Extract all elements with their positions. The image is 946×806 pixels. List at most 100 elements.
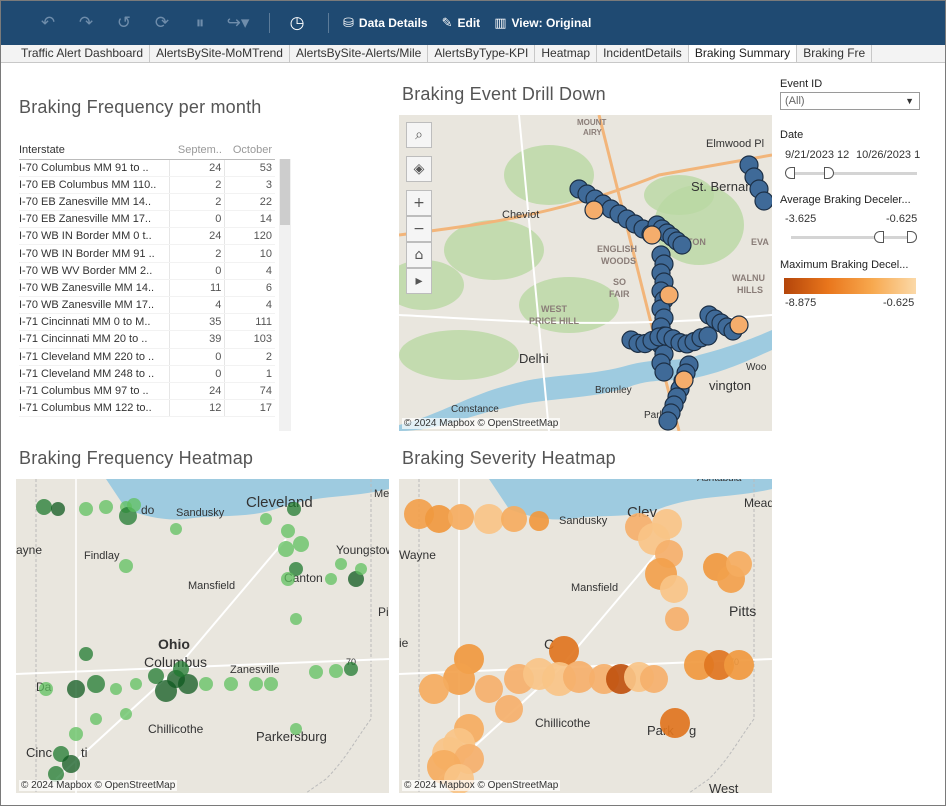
- frequency-heat-blob: [48, 766, 64, 782]
- freq-heatmap-canvas[interactable]: Me do Sandusky Cleveland Youngstow ayne Findla…: [16, 479, 389, 793]
- local-road: [518, 115, 550, 431]
- table-row[interactable]: I-70 EB Columbus MM 110.. 2 3: [19, 176, 275, 194]
- map-place-label: Ohio: [158, 636, 190, 652]
- tab-traffic-alert-dashboard[interactable]: Traffic Alert Dashboard: [1, 45, 151, 62]
- tab-alertsbytype-kpi[interactable]: AlertsByType-KPI: [428, 45, 536, 62]
- september-count-cell: 35: [168, 313, 225, 332]
- column-header-interstate[interactable]: Interstate: [19, 142, 169, 160]
- reset-map-button[interactable]: ⌂: [406, 242, 432, 268]
- undo-icon[interactable]: ↶: [40, 13, 56, 33]
- table-row[interactable]: I-70 WB IN Border MM 0 t.. 24 120: [19, 227, 275, 246]
- table-row[interactable]: I-71 Cincinnati MM 20 to .. 39 103: [19, 330, 275, 349]
- zoom-out-button[interactable]: −: [406, 216, 432, 242]
- state-border: [305, 479, 372, 793]
- refresh-data-icon[interactable]: ⟳: [154, 13, 170, 33]
- share-icon[interactable]: ↪▾: [226, 13, 250, 33]
- table-scroll-thumb[interactable]: [280, 159, 290, 225]
- sev-heatmap-canvas[interactable]: AshtabulaMeadSanduskyClevWayneMansfieldP…: [399, 479, 772, 793]
- date-slider-min-handle[interactable]: [785, 167, 795, 179]
- event-id-select[interactable]: (All) ▼: [780, 92, 920, 110]
- table-row[interactable]: I-71 Columbus MM 97 to .. 24 74: [19, 382, 275, 401]
- tab-braking-summary[interactable]: Braking Summary: [688, 45, 798, 62]
- september-count-cell: 2: [168, 244, 225, 263]
- map-place-label: WOODS: [601, 256, 636, 266]
- data-details-button[interactable]: ⛁ Data Details: [343, 15, 428, 31]
- braking-event-marker[interactable]: [659, 285, 679, 305]
- map-place-label: Cinc: [26, 745, 53, 760]
- map-attribution: © 2024 Mapbox © OpenStreetMap: [402, 418, 561, 429]
- braking-event-marker[interactable]: [754, 191, 772, 211]
- column-header-september[interactable]: Septem..: [169, 142, 225, 160]
- map-place-label: Cheviot: [502, 209, 539, 221]
- table-row[interactable]: I-71 Cleveland MM 220 to .. 0 2: [19, 348, 275, 366]
- toolbar-separator: [328, 13, 329, 33]
- edit-button[interactable]: ✎ Edit: [441, 15, 481, 31]
- table-row[interactable]: I-71 Columbus MM 122 to.. 12 17: [19, 399, 275, 418]
- october-count-cell: 3: [224, 176, 275, 194]
- date-slider-max-handle[interactable]: [824, 167, 834, 179]
- map-tools-button[interactable]: ▸: [406, 268, 432, 294]
- frequency-heat-blob: [290, 723, 302, 735]
- sev-heatmap-map[interactable]: AshtabulaMeadSanduskyClevWayneMansfieldP…: [399, 479, 772, 793]
- interstate-cell: I-70 WB IN Border MM 0 t..: [19, 227, 169, 246]
- table-row[interactable]: I-71 Cleveland MM 248 to .. 0 1: [19, 365, 275, 383]
- severity-heat-circle: [665, 607, 689, 631]
- avg-decel-label: Average Braking Deceler...: [780, 194, 911, 206]
- park-area: [644, 175, 714, 215]
- avg-decel-slider-min-handle[interactable]: [874, 231, 884, 243]
- tab-heatmap[interactable]: Heatmap: [535, 45, 598, 62]
- table-row[interactable]: I-70 EB Zanesville MM 17.. 0 14: [19, 210, 275, 229]
- table-row[interactable]: I-71 Cincinnati MM 0 to M.. 35 111: [19, 313, 275, 332]
- alerts-clock-icon[interactable]: ◷: [289, 13, 305, 33]
- drilldown-map[interactable]: MOUNT AIRY Elmwood Pl St. Bernard Cheviot ENG…: [399, 115, 772, 431]
- tab-incidentdetails[interactable]: IncidentDetails: [597, 45, 689, 62]
- map-place-label: St. Bernard: [691, 179, 757, 194]
- frequency-heat-blob: [348, 571, 364, 587]
- october-count-cell: 53: [224, 159, 275, 177]
- braking-event-marker[interactable]: [642, 225, 662, 245]
- pause-updates-icon[interactable]: ⏸: [195, 13, 205, 33]
- zoom-in-button[interactable]: +: [406, 190, 432, 216]
- severity-heat-circle: [495, 695, 523, 723]
- map-layers-button[interactable]: ◈: [406, 156, 432, 182]
- october-count-cell: 6: [224, 279, 275, 298]
- table-row[interactable]: I-70 WB WV Border MM 2.. 0 4: [19, 262, 275, 280]
- map-place-label: FAIR: [609, 289, 630, 299]
- table-row[interactable]: I-70 WB Zanesville MM 14.. 11 6: [19, 279, 275, 298]
- table-row[interactable]: I-70 WB Zanesville MM 17.. 4 4: [19, 296, 275, 315]
- braking-event-marker[interactable]: [729, 315, 749, 335]
- revert-icon[interactable]: ↺: [116, 13, 132, 33]
- braking-event-marker[interactable]: [584, 200, 604, 220]
- table-row[interactable]: I-70 WB IN Border MM 91 .. 2 10: [19, 244, 275, 263]
- freq-heatmap-map[interactable]: Me do Sandusky Cleveland Youngstow ayne Findla…: [16, 479, 389, 793]
- braking-event-marker[interactable]: [654, 362, 674, 382]
- frequency-heat-blob: [325, 573, 337, 585]
- frequency-heat-blob: [335, 558, 347, 570]
- map-search-button[interactable]: ⌕: [406, 122, 432, 148]
- map-place-label: C: [544, 636, 554, 652]
- braking-event-marker[interactable]: [698, 326, 718, 346]
- avg-decel-slider-track[interactable]: [791, 236, 917, 239]
- view-original-button[interactable]: ▥ View: Original: [494, 15, 592, 31]
- redo-icon[interactable]: ↷: [78, 13, 94, 33]
- avg-decel-slider-max-handle[interactable]: [907, 231, 917, 243]
- table-scrollbar[interactable]: [279, 159, 291, 431]
- tab-alertsbysite-alerts-mile[interactable]: AlertsBySite-Alerts/Mile: [290, 45, 429, 62]
- search-icon: ⌕: [415, 127, 423, 143]
- braking-event-marker[interactable]: [674, 370, 694, 390]
- state-border: [688, 479, 755, 793]
- tab-alertsbysite-momtrend[interactable]: AlertsBySite-MoMTrend: [150, 45, 290, 62]
- max-decel-color-legend: [784, 278, 916, 294]
- map-place-label: g: [689, 723, 696, 738]
- tab-braking-frequency[interactable]: Braking Fre: [797, 45, 873, 62]
- date-slider-track[interactable]: [789, 172, 917, 175]
- braking-event-marker[interactable]: [658, 411, 678, 431]
- table-row[interactable]: I-70 Columbus MM 91 to .. 24 53: [19, 159, 275, 177]
- column-header-october[interactable]: October: [224, 142, 275, 160]
- table-row[interactable]: I-70 EB Zanesville MM 14.. 2 22: [19, 193, 275, 212]
- toolbar: ↶ ↷ ↺ ⟳ ⏸ ↪▾ ◷ ⛁ Data Details ✎ Edit ▥ View…: [1, 1, 945, 45]
- braking-event-marker[interactable]: [672, 235, 692, 255]
- october-count-cell: 4: [224, 262, 275, 280]
